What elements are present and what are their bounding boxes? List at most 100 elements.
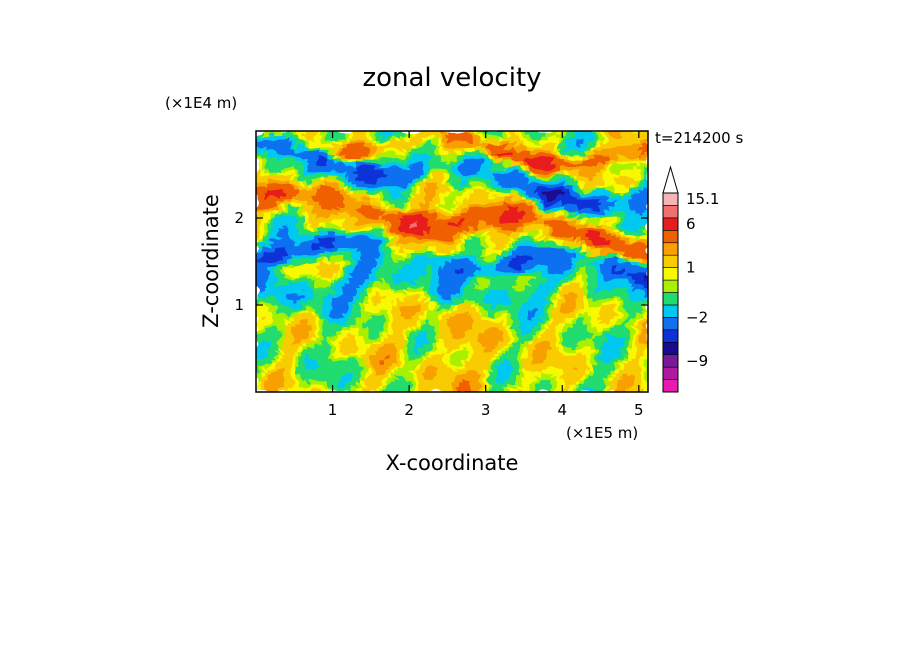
contour-cell [384, 147, 389, 152]
contour-cell [508, 311, 513, 317]
contour-cell [376, 191, 381, 196]
contour-cell [512, 231, 517, 236]
contour-cell [632, 135, 637, 140]
contour-cell [380, 191, 385, 196]
contour-cell [532, 327, 537, 333]
contour-cell [532, 299, 537, 305]
contour-cell [312, 239, 317, 245]
contour-cell [344, 243, 349, 249]
contour-cell [548, 227, 553, 232]
contour-cell [480, 147, 485, 152]
contour-cell [284, 227, 289, 232]
contour-cell [408, 327, 413, 333]
contour-cell [548, 203, 553, 208]
contour-cell [292, 323, 297, 329]
contour-cell [344, 223, 349, 228]
contour-cell [356, 187, 361, 192]
contour-cell [272, 247, 277, 253]
contour-cell [488, 195, 493, 200]
contour-cell [420, 211, 425, 216]
contour-cell [276, 135, 281, 140]
contour-cell [288, 303, 293, 309]
contour-cell [536, 303, 541, 309]
contour-cell [564, 219, 569, 224]
contour-cell [272, 147, 277, 152]
contour-cell [492, 327, 497, 333]
contour-cell [468, 239, 473, 245]
contour-cell [272, 311, 277, 317]
contour-cell [336, 315, 341, 321]
contour-cell [308, 139, 313, 144]
contour-cell [472, 159, 477, 164]
contour-cell [520, 219, 525, 224]
contour-cell [264, 239, 269, 245]
contour-cell [280, 247, 285, 253]
contour-cell [616, 259, 621, 265]
contour-cell [552, 279, 557, 285]
contour-cell [376, 307, 381, 313]
contour-cell [620, 183, 625, 188]
contour-cell [396, 227, 401, 232]
contour-cell [452, 303, 457, 309]
contour-cell [524, 315, 529, 321]
contour-cell [576, 307, 581, 313]
contour-cell [308, 175, 313, 180]
contour-cell [488, 331, 493, 337]
contour-cell [440, 211, 445, 216]
contour-cell [584, 179, 589, 184]
contour-cell [308, 215, 313, 220]
contour-cell [324, 303, 329, 309]
contour-cell [312, 299, 317, 305]
contour-cell [500, 143, 505, 148]
contour-cell [300, 311, 305, 317]
contour-cell [280, 223, 285, 228]
contour-cell [644, 195, 648, 200]
contour-cell [288, 163, 293, 168]
contour-cell [304, 231, 309, 236]
contour-cell [572, 315, 577, 321]
contour-cell [336, 195, 341, 200]
contour-cell [400, 243, 405, 249]
contour-cell [412, 231, 417, 236]
contour-cell [488, 259, 493, 265]
contour-cell [256, 143, 261, 148]
contour-cell [496, 143, 501, 148]
contour-cell [476, 291, 481, 297]
contour-cell [496, 219, 501, 224]
contour-cell [440, 227, 445, 232]
contour-cell [256, 171, 261, 176]
contour-cell [456, 239, 461, 245]
contour-cell [540, 303, 545, 309]
contour-cell [304, 263, 309, 269]
contour-cell [584, 303, 589, 309]
contour-cell [364, 211, 369, 216]
contour-cell [548, 287, 553, 293]
contour-cell [624, 163, 629, 168]
contour-cell [328, 315, 333, 321]
contour-cell [456, 147, 461, 152]
contour-cell [508, 287, 513, 293]
contour-cell [476, 255, 481, 261]
contour-cell [564, 311, 569, 317]
contour-cell [284, 155, 289, 160]
contour-cell [456, 235, 461, 241]
contour-cell [460, 211, 465, 216]
contour-cell [452, 243, 457, 249]
contour-cell [512, 311, 517, 317]
contour-cell [412, 167, 417, 172]
contour-cell [472, 235, 477, 241]
contour-cell [468, 211, 473, 216]
contour-cell [564, 143, 569, 148]
contour-cell [584, 175, 589, 180]
contour-cell [496, 315, 501, 321]
contour-cell [564, 175, 569, 180]
contour-cell [412, 263, 417, 269]
contour-cell [544, 287, 549, 293]
contour-cell [420, 267, 425, 273]
contour-cell [628, 239, 633, 245]
contour-cell [280, 151, 285, 156]
contour-cell [504, 287, 509, 293]
contour-cell [292, 247, 297, 253]
contour-cell [532, 271, 537, 277]
contour-cell [472, 183, 477, 188]
